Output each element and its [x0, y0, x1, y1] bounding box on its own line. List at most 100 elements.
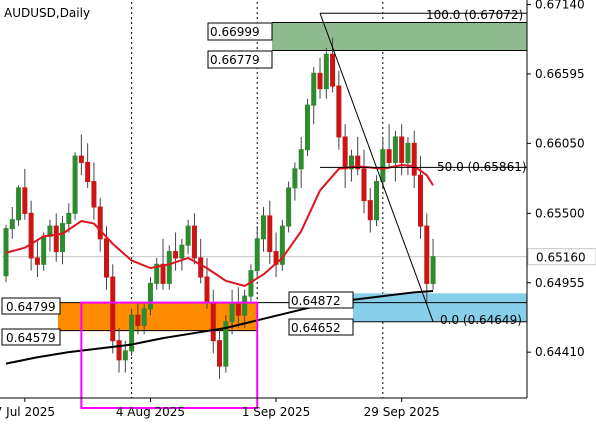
candle-body — [254, 238, 260, 272]
candle-body — [217, 340, 223, 367]
time-tick-label: 1 Sep 2025 — [242, 405, 310, 419]
candle-body — [72, 155, 78, 214]
candle-body — [361, 168, 367, 202]
candle-body — [28, 212, 34, 259]
candle-body — [348, 155, 354, 170]
candle-body — [223, 321, 229, 367]
fibonacci — [319, 12, 527, 323]
candle-body — [116, 340, 122, 361]
price-label-0-64652: 0.64652 — [288, 318, 354, 336]
fib-top-label: 100.0 (0.67072) — [426, 8, 523, 22]
price-label-0-66779: 0.66779 — [207, 50, 273, 69]
candle-body — [430, 256, 436, 284]
candle-body — [103, 238, 109, 278]
candle-body — [374, 181, 380, 221]
time-tick-label: 29 Sep 2025 — [364, 405, 440, 419]
candle-body — [191, 225, 197, 259]
candle-body — [166, 251, 172, 284]
chart-title: AUDUSD,Daily — [4, 6, 90, 20]
candle-body — [53, 225, 59, 253]
candle-body — [204, 276, 210, 304]
candle-body — [330, 53, 336, 87]
svg-text:0.66779: 0.66779 — [210, 53, 260, 67]
candle-body — [198, 257, 204, 278]
svg-text:0.64799: 0.64799 — [6, 300, 56, 314]
candle-body — [85, 161, 91, 183]
candle-body — [66, 212, 72, 225]
candle-body — [179, 244, 185, 259]
candle-body — [399, 136, 405, 163]
price-tick-label: 0.66050 — [535, 136, 585, 150]
candle-body — [122, 350, 128, 361]
time-tick-label: 4 Aug 2025 — [116, 405, 185, 419]
candle-body — [78, 155, 84, 163]
candle-body — [91, 181, 97, 208]
price-label-0-66999: 0.66999 — [207, 22, 273, 41]
candle-body — [229, 302, 235, 323]
candle-body — [304, 104, 310, 151]
candle-body — [405, 142, 411, 163]
magenta-box — [80, 301, 259, 409]
price-label-0-64872: 0.64872 — [288, 291, 354, 309]
candle-body — [311, 72, 317, 106]
price-label-0-64579: 0.64579 — [1, 328, 61, 346]
candle-body — [386, 149, 392, 163]
candle-body — [60, 223, 66, 253]
candle-body — [323, 53, 329, 90]
time-axis: 7 Jul 2025 4 Aug 2025 1 Sep 2025 29 Sep 202… — [0, 398, 440, 419]
candle-body — [298, 149, 304, 170]
candle-body — [424, 225, 430, 284]
price-axis: 0.67140 0.66595 0.66050 0.65500 0.64955 0.644… — [527, 0, 585, 359]
candle-body — [16, 187, 22, 221]
zone-upper-supply — [272, 22, 527, 51]
candle-body — [411, 142, 417, 176]
candle-body — [9, 219, 15, 230]
candle-body — [110, 276, 116, 342]
candle-body — [336, 85, 342, 138]
svg-text:0.64652: 0.64652 — [291, 321, 341, 335]
candle-body — [380, 149, 386, 183]
candle-body — [242, 295, 248, 316]
candle-body — [342, 136, 348, 170]
candle-body — [135, 314, 141, 326]
candle-body — [418, 174, 424, 227]
candle-body — [367, 200, 373, 221]
candle-body — [355, 155, 361, 170]
time-tick-label: 7 Jul 2025 — [0, 405, 55, 419]
svg-text:0.65160: 0.65160 — [536, 251, 586, 265]
fib-mid-label: 50.0 (0.65861) — [437, 160, 527, 174]
candle-body — [210, 302, 216, 342]
candle-body — [41, 235, 47, 265]
candle-body — [267, 215, 273, 253]
ma-fast-line — [5, 163, 434, 288]
candle-body — [317, 72, 323, 90]
current-price-tag: 0.65160 — [527, 248, 596, 266]
candle-body — [286, 187, 292, 227]
price-tick-label: 0.66595 — [535, 67, 585, 81]
candle-body — [160, 263, 166, 284]
candle-body — [129, 314, 135, 352]
candle-body — [235, 302, 241, 316]
candle-body — [22, 187, 28, 214]
candle-body — [154, 263, 160, 284]
svg-text:0.64579: 0.64579 — [6, 331, 56, 345]
candle-body — [173, 251, 179, 259]
candle-body — [261, 215, 266, 240]
price-tick-label: 0.67140 — [535, 0, 585, 12]
price-tick-label: 0.64955 — [535, 276, 585, 290]
svg-text:0.64872: 0.64872 — [291, 294, 341, 308]
candles — [3, 37, 436, 379]
candle-body — [141, 308, 147, 326]
ma-slow-line — [5, 290, 434, 365]
svg-text:0.66999: 0.66999 — [210, 25, 260, 39]
price-label-0-64799: 0.64799 — [1, 297, 61, 315]
candle-body — [292, 168, 298, 189]
candle-body — [97, 206, 103, 240]
price-tick-label: 0.65500 — [535, 206, 585, 220]
candle-body — [279, 225, 285, 265]
price-tick-label: 0.64410 — [535, 345, 585, 359]
zone-lower-demand — [353, 293, 527, 322]
fib-bottom-label: 0.0 (0.64649) — [440, 313, 522, 327]
candle-body — [185, 225, 191, 246]
